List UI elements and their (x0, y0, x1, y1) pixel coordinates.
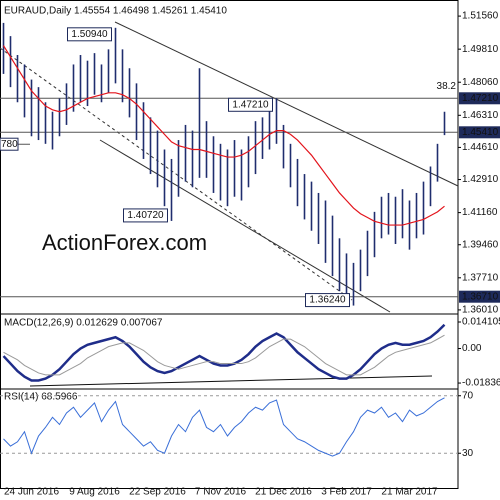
series-line (2, 323, 446, 382)
channel-line (114, 21, 459, 187)
annotation-label: 1.36240 (309, 295, 346, 306)
y-tick-label: 70 (462, 390, 474, 401)
x-tick-label: 7 Nov 2016 (195, 487, 247, 498)
y-tick-label: 0.014105 (462, 317, 500, 328)
y-tick-label: 1.36010 (462, 305, 499, 316)
level-note: 38.2 (437, 81, 457, 92)
x-tick-label: 21 Dec 2016 (255, 487, 312, 498)
annotation-box (123, 208, 168, 223)
y-tick-label: 1.49810 (462, 44, 499, 55)
y-tick-label: 1.39460 (462, 239, 499, 250)
panel-title: MACD(12,26,9) 0.012629 0.007067 (4, 318, 163, 329)
annotation-box (228, 97, 273, 112)
y-tick-label: 1.51560 (462, 11, 499, 22)
annotation-box (67, 27, 112, 42)
level-box (459, 92, 500, 105)
level-label: 1.45410 (462, 127, 499, 138)
watermark: ActionForex.com (42, 230, 207, 255)
x-tick-label: 24 Jun 2016 (4, 487, 59, 498)
x-tick-label: 22 Sep 2016 (129, 487, 186, 498)
y-tick-label: 1.41160 (462, 207, 498, 218)
panel-title: EURAUD,Daily 1.45554 1.46498 1.45261 1.4… (4, 6, 227, 17)
y-tick-label: -0.018365 (462, 378, 500, 389)
annotation-label: 1.50940 (71, 29, 108, 40)
series-line (2, 45, 445, 226)
y-tick-label: 30 (462, 448, 474, 459)
panel-title: RSI(14) 68.5966 (4, 392, 78, 403)
x-tick-label: 9 Aug 2016 (69, 487, 120, 498)
level-label: 780 (1, 139, 18, 150)
level-box (459, 290, 500, 303)
y-tick-label: 1.37710 (462, 272, 499, 283)
annotation-label: 1.47210 (232, 99, 269, 110)
series-line (3, 397, 445, 457)
x-tick-label: 21 Mar 2017 (381, 487, 438, 498)
level-label: 1.47210 (462, 93, 499, 104)
trend-line (29, 375, 433, 387)
annotation-box (305, 293, 350, 308)
y-tick-label: 1.46310 (462, 110, 499, 121)
y-tick-label: 0.00 (462, 343, 482, 354)
y-tick-label: 1.44610 (462, 142, 499, 153)
level-box (0, 137, 19, 151)
y-tick-label: 1.42910 (462, 174, 499, 185)
trend-line (0, 47, 353, 301)
annotation-label: 1.40720 (127, 210, 164, 221)
series-line (3, 334, 445, 376)
level-label: 1.36710 (462, 291, 499, 302)
level-box (459, 126, 500, 139)
channel-line (99, 139, 391, 313)
y-tick-label: 1.48060 (462, 77, 499, 88)
x-tick-label: 3 Feb 2017 (321, 487, 372, 498)
